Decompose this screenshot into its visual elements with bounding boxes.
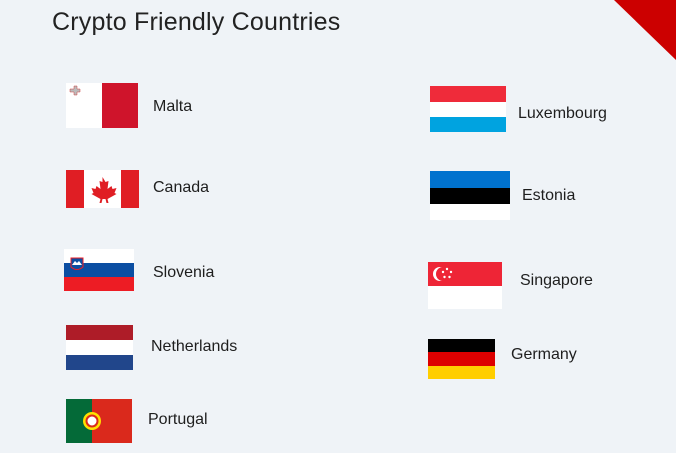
netherlands-flag-icon — [66, 325, 133, 370]
corner-decoration — [614, 0, 676, 60]
slovenia-flag-icon — [64, 249, 134, 291]
portugal-flag-icon — [66, 399, 132, 443]
country-label-canada: Canada — [153, 179, 210, 196]
singapore-flag-icon — [428, 262, 502, 309]
country-label-netherlands: Netherlands — [151, 338, 238, 355]
country-label-portugal: Portugal — [148, 411, 208, 428]
malta-flag-icon — [66, 83, 138, 128]
canada-flag-icon — [66, 170, 139, 208]
estonia-flag-icon — [430, 171, 510, 220]
country-label-germany: Germany — [511, 346, 577, 363]
germany-flag-icon — [428, 339, 495, 379]
page-title: Crypto Friendly Countries — [52, 8, 341, 36]
luxembourg-flag-icon — [430, 86, 506, 132]
country-label-malta: Malta — [153, 98, 193, 115]
country-label-luxembourg: Luxembourg — [518, 105, 607, 122]
country-label-singapore: Singapore — [520, 272, 593, 289]
country-label-slovenia: Slovenia — [153, 264, 215, 281]
country-label-estonia: Estonia — [522, 187, 576, 204]
